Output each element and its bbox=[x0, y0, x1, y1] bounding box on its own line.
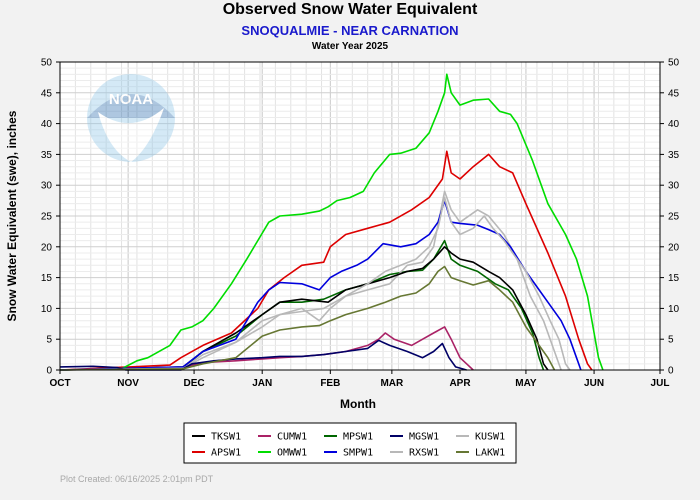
y-axis-right: 0 5 10 15 20 25 30 35 40 45 50 bbox=[660, 58, 680, 377]
y-tick-label-right: 25 bbox=[668, 212, 680, 223]
series-line-omww1 bbox=[59, 73, 604, 371]
x-axis-label: Month bbox=[340, 397, 376, 411]
y-tick-label-right: 50 bbox=[668, 58, 680, 69]
x-tick-label: JUL bbox=[651, 378, 670, 389]
legend-label: RXSW1 bbox=[409, 448, 439, 459]
y-tick-label-right: 10 bbox=[668, 304, 680, 315]
x-tick-label: OCT bbox=[49, 378, 70, 389]
legend-label: MPSW1 bbox=[343, 432, 373, 443]
legend-label: OMWW1 bbox=[277, 448, 307, 459]
chart-subtitle-year: Water Year 2025 bbox=[311, 41, 389, 52]
y-tick-label-right: 0 bbox=[668, 366, 674, 377]
y-tick-label: 0 bbox=[46, 366, 52, 377]
x-tick-label: APR bbox=[449, 378, 471, 389]
y-tick-label: 45 bbox=[41, 88, 53, 99]
y-tick-label: 35 bbox=[41, 150, 53, 161]
y-axis-left: 0 5 10 15 20 25 30 35 40 45 50 bbox=[41, 58, 60, 377]
noaa-logo-text: NOAA bbox=[109, 91, 153, 108]
y-tick-label: 25 bbox=[41, 212, 53, 223]
x-tick-label: JAN bbox=[252, 378, 272, 389]
series-lines bbox=[59, 73, 604, 371]
y-tick-label-right: 20 bbox=[668, 242, 680, 253]
y-axis-label: Snow Water Equivalent (swe), inches bbox=[5, 110, 19, 321]
series-line-tksw1 bbox=[59, 246, 549, 371]
legend-label: TKSW1 bbox=[211, 432, 241, 443]
legend-box bbox=[183, 422, 517, 464]
series-line-apsw1 bbox=[59, 150, 593, 371]
series-line-rxsw1 bbox=[59, 196, 571, 371]
legend: TKSW1 CUMW1 MPSW1 MGSW1 KUSW1 APSW1 OMWW1 SMPW1… bbox=[183, 422, 517, 464]
plot-created-footer: Plot Created: 06/16/2025 2:01pm PDT bbox=[60, 474, 214, 484]
x-tick-label: NOV bbox=[117, 378, 139, 389]
grid bbox=[59, 62, 661, 370]
y-tick-label-right: 35 bbox=[668, 150, 680, 161]
x-axis: OCT NOV DEC JAN FEB MAR APR MAY JUN JUL bbox=[49, 370, 669, 389]
chart-subtitle: SNOQUALMIE - NEAR CARNATION bbox=[241, 23, 459, 38]
chart-title: Observed Snow Water Equivalent bbox=[222, 1, 478, 18]
x-tick-label: MAR bbox=[380, 378, 404, 389]
legend-label: MGSW1 bbox=[409, 432, 439, 443]
y-tick-label: 50 bbox=[41, 58, 53, 69]
legend-label: CUMW1 bbox=[277, 432, 307, 443]
x-tick-label: DEC bbox=[184, 378, 205, 389]
legend-label: LAKW1 bbox=[475, 448, 505, 459]
legend-label: KUSW1 bbox=[475, 432, 505, 443]
y-tick-label-right: 40 bbox=[668, 119, 680, 130]
y-tick-label: 15 bbox=[41, 273, 53, 284]
y-tick-label-right: 30 bbox=[668, 181, 680, 192]
x-tick-label: MAY bbox=[515, 378, 537, 389]
x-tick-label: FEB bbox=[320, 378, 340, 389]
y-tick-label: 40 bbox=[41, 119, 53, 130]
series-line-lakw1 bbox=[59, 265, 556, 371]
y-tick-label-right: 15 bbox=[668, 273, 680, 284]
series-line-cumw1 bbox=[59, 326, 474, 371]
series-line-smpw1 bbox=[59, 199, 582, 371]
x-tick-label: JUN bbox=[584, 378, 604, 389]
noaa-logo-icon: NOAA bbox=[87, 74, 175, 162]
legend-label: SMPW1 bbox=[343, 448, 373, 459]
y-tick-label: 20 bbox=[41, 242, 53, 253]
y-tick-label: 10 bbox=[41, 304, 53, 315]
y-tick-label-right: 5 bbox=[668, 335, 674, 346]
y-tick-label: 5 bbox=[46, 335, 52, 346]
legend-label: APSW1 bbox=[211, 448, 241, 459]
y-tick-label: 30 bbox=[41, 181, 53, 192]
y-tick-label-right: 45 bbox=[668, 88, 680, 99]
